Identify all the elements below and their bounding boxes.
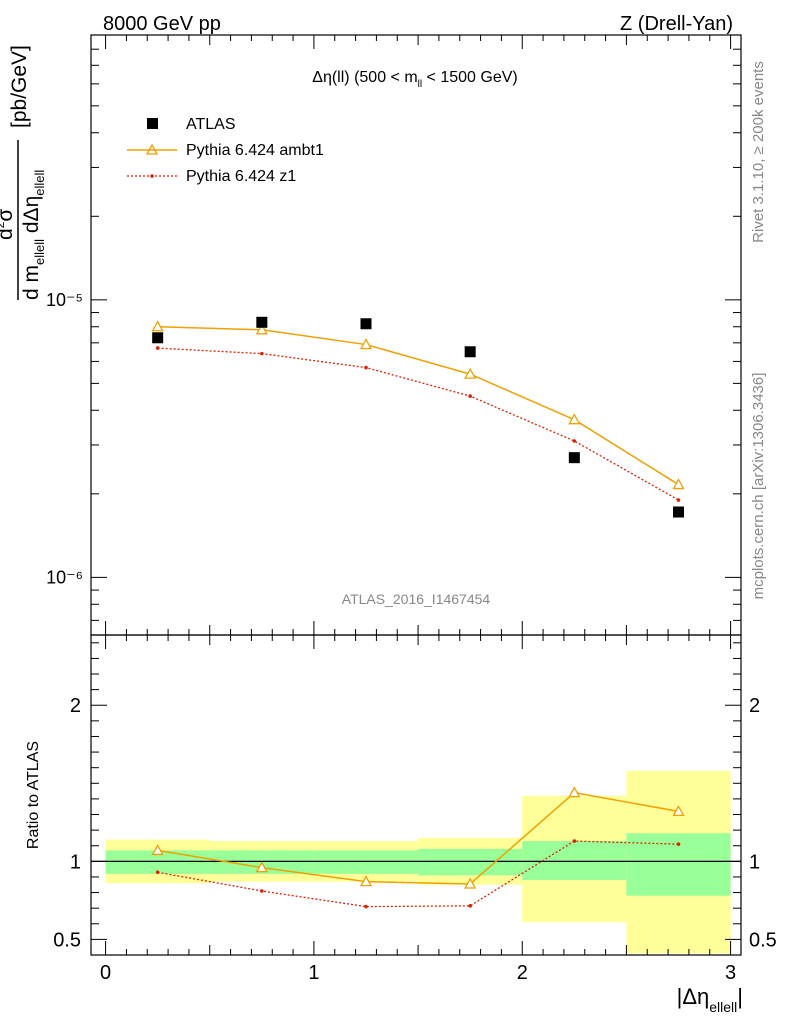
ratio-y-tick-label-right: 1 (749, 851, 760, 873)
z1-point (572, 439, 577, 443)
atlas-point (152, 332, 164, 344)
mcplots-label: mcplots.cern.ch [arXiv:1306.3436] (750, 373, 767, 600)
y-tick-label: 10⁻⁶ (46, 567, 83, 587)
z1-point (260, 351, 264, 356)
z1-ratio-point (468, 904, 472, 908)
header-right-title: Z (Drell-Yan) (620, 13, 733, 35)
x-tick-label: 3 (725, 962, 736, 984)
z1-ratio-line (157, 840, 679, 908)
ratio-y-tick-label-right: 0.5 (749, 929, 777, 951)
z1-ratio-point (676, 842, 681, 846)
ambt1-ratio-point (151, 844, 164, 856)
ratio-y-tick-label-left: 1 (70, 851, 81, 873)
z1-ratio-point (572, 839, 577, 843)
main-ylabel: d mellell dΔηellell d2σ [pb/GeV] (0, 45, 47, 300)
header-left-title: 8000 GeV pp (103, 13, 221, 35)
main-plot-area: 10⁻⁶ 10⁻⁵ (46, 34, 741, 635)
atlas-point (568, 452, 580, 464)
main-panel: 10⁻⁶ 10⁻⁵ Δη(ll) (500 < mll < 1500 GeV) A… (0, 34, 742, 636)
svg-text:d2σ: d2σ (0, 209, 17, 240)
legend: ATLAS Pythia 6.424 ambt1 Pythia 6.424 z1 (127, 116, 324, 185)
z1-ratio-point (364, 904, 368, 909)
z1-line (157, 347, 679, 501)
legend-label-ambt1: Pythia 6.424 ambt1 (186, 142, 324, 159)
x-tick-label: 2 (517, 962, 528, 984)
z1-point (155, 346, 160, 350)
atlas-point (673, 506, 684, 518)
legend-label-atlas: ATLAS (186, 116, 236, 133)
ratio-xlabel: |Δηellell| (677, 984, 743, 1015)
main-title: Δη(ll) (500 < mll < 1500 GeV) (312, 69, 517, 90)
ambt1-ratio-point (359, 875, 373, 887)
uncertainty-band-inner (105, 850, 210, 874)
uncertainty-band-inner (313, 850, 419, 874)
z1-ratio-point (260, 889, 264, 893)
ambt1-point (672, 478, 685, 490)
y-tick-label: 10⁻⁵ (46, 290, 83, 310)
svg-text:d mellell dΔηellell: d mellell dΔηellell (20, 170, 47, 300)
atlas-point (360, 318, 372, 330)
ambt1-ratio-line (157, 791, 679, 885)
z1-point (364, 365, 368, 370)
ratio-plot-area: 0.5 0.5 1 1 2 2 0 1 2 3 (53, 635, 777, 984)
ambt1-point (568, 413, 581, 425)
ambt1-line (157, 325, 679, 486)
ambt1-ratio-point (464, 877, 477, 889)
ambt1-ratio-point (568, 786, 581, 798)
legend-label-z1: Pythia 6.424 z1 (186, 168, 296, 185)
ambt1-point (359, 338, 373, 350)
uncertainty-band-inner (522, 841, 627, 881)
z1-point (676, 498, 681, 502)
ambt1-point (151, 320, 164, 332)
x-tick-label: 1 (308, 962, 319, 984)
svg-text:[pb/GeV]: [pb/GeV] (8, 45, 31, 128)
legend-marker-z1 (150, 174, 154, 178)
z1-ratio-point (155, 870, 160, 875)
ratio-y-tick-label-left: 2 (70, 695, 81, 717)
atlas-point (464, 346, 476, 358)
ratio-panel: 0.5 0.5 1 1 2 2 0 1 2 3 Ratio to ATLAS |Δηellell| (25, 634, 777, 1015)
rivet-label: Rivet 3.1.10, ≥ 200k events (750, 61, 767, 243)
x-tick-label: 0 (100, 962, 111, 984)
z1-point (468, 394, 472, 398)
ratio-frame (90, 634, 742, 956)
ratio-ylabel: Ratio to ATLAS (25, 741, 42, 849)
watermark: ATLAS_2016_I1467454 (342, 591, 491, 607)
ambt1-ratio-point (255, 861, 268, 873)
ambt1-ratio-point (672, 805, 685, 817)
ratio-y-tick-label-left: 0.5 (53, 929, 81, 951)
atlas-point (256, 316, 268, 328)
ambt1-point (464, 367, 477, 379)
ambt1-point (255, 323, 268, 335)
legend-marker-atlas (147, 118, 158, 129)
legend-marker-ambt1 (145, 143, 159, 155)
ratio-y-tick-label-right: 2 (749, 695, 760, 717)
